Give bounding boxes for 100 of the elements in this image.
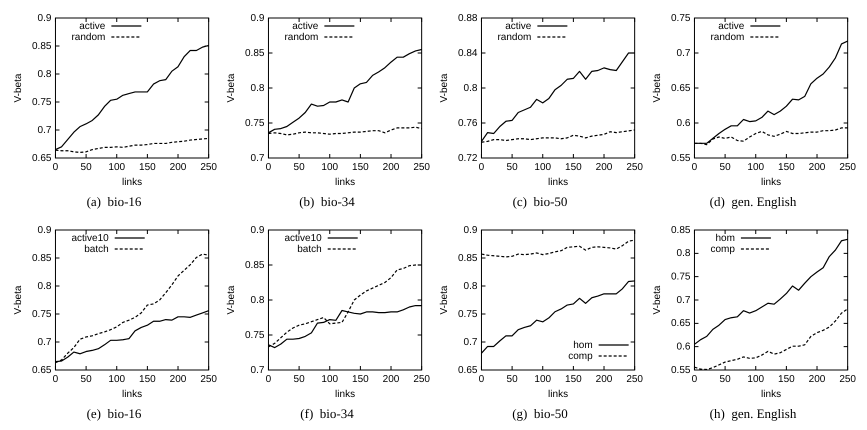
x-tick-label: 50 <box>506 162 518 173</box>
text: (h) gen. English <box>710 406 796 422</box>
x-tick-label: 250 <box>626 162 644 173</box>
x-axis-title: links <box>761 388 782 400</box>
x-tick-label: 0 <box>478 162 485 173</box>
y-tick-label: 0.7 <box>676 294 691 306</box>
y-tick-label: 0.7 <box>676 48 691 59</box>
legend-label: comp <box>710 244 736 255</box>
y-axis-title: V-beta <box>438 285 450 314</box>
x-tick-label: 200 <box>596 162 613 173</box>
y-tick-label: 0.9 <box>464 224 478 236</box>
x-tick-label: 50 <box>720 162 732 173</box>
legend-label: batch <box>84 244 109 255</box>
y-axis-title: V-beta <box>652 73 663 102</box>
y-tick-label: 0.8 <box>38 280 52 292</box>
x-tick-label: 200 <box>170 162 187 173</box>
y-tick-label: 0.7 <box>250 364 265 376</box>
y-axis-title: V-beta <box>226 285 237 314</box>
y-tick-label: 0.85 <box>458 252 478 264</box>
x-axis-title: links <box>335 388 356 400</box>
x-axis-title: links <box>548 176 568 188</box>
legend-label: comp <box>568 350 594 362</box>
y-axis-title: V-beta <box>226 73 237 102</box>
x-axis-title: links <box>122 176 142 188</box>
x-tick-label: 150 <box>565 162 582 173</box>
x-tick-label: 200 <box>808 374 826 385</box>
x-tick-label: 250 <box>413 162 430 173</box>
legend-label: random <box>710 32 744 43</box>
x-tick-label: 200 <box>596 374 613 385</box>
text: (f) bio-34 <box>300 406 354 422</box>
y-axis-title: V-beta <box>652 285 663 314</box>
legend-label: active <box>79 20 106 32</box>
y-tick-label: 0.8 <box>38 68 52 80</box>
x-tick-label: 250 <box>413 374 430 385</box>
y-tick-label: 0.75 <box>32 308 52 320</box>
y-tick-label: 0.9 <box>38 12 52 24</box>
y-tick-label: 0.84 <box>458 48 478 59</box>
text: (e) bio-16 <box>86 406 142 422</box>
y-tick-label: 0.65 <box>670 82 691 94</box>
y-tick-label: 0.8 <box>464 280 478 292</box>
y-tick-label: 0.8 <box>250 82 265 94</box>
x-tick-label: 100 <box>108 162 126 173</box>
x-tick-label: 0 <box>52 162 59 173</box>
x-tick-label: 200 <box>382 162 400 173</box>
y-tick-label: 0.65 <box>670 318 691 330</box>
x-tick-label: 150 <box>139 162 156 173</box>
x-axis-title: links <box>335 176 356 188</box>
legend-label: active10 <box>284 232 322 244</box>
x-tick-label: 150 <box>778 374 796 385</box>
x-tick-label: 200 <box>170 374 187 385</box>
x-tick-label: 100 <box>321 162 339 173</box>
y-tick-label: 0.75 <box>244 330 265 341</box>
x-tick-label: 200 <box>382 374 400 385</box>
x-tick-label: 0 <box>692 374 698 385</box>
legend-label: hom <box>573 340 593 351</box>
x-axis-title: links <box>761 176 782 188</box>
legend-label: batch <box>297 244 322 255</box>
x-tick-label: 50 <box>506 374 518 385</box>
y-tick-label: 0.8 <box>250 294 265 306</box>
text: (c) bio-50 <box>512 194 568 210</box>
x-tick-label: 250 <box>839 162 856 173</box>
x-tick-label: 50 <box>80 374 92 385</box>
legend-label: hom <box>715 232 735 244</box>
y-tick-label: 0.85 <box>670 224 691 236</box>
legend-label: random <box>284 32 318 43</box>
x-tick-label: 250 <box>839 374 856 385</box>
x-tick-label: 50 <box>294 374 306 385</box>
text: (b) bio-34 <box>299 194 355 210</box>
x-tick-label: 50 <box>720 374 732 385</box>
x-tick-label: 150 <box>139 374 156 385</box>
text: (g) bio-50 <box>512 406 568 422</box>
x-tick-label: 100 <box>747 162 765 173</box>
text: (a) bio-16 <box>86 194 142 210</box>
y-tick-label: 0.72 <box>458 152 478 164</box>
y-tick-label: 0.75 <box>244 118 265 129</box>
y-axis-title: V-beta <box>438 73 450 102</box>
legend-label: active <box>718 20 745 32</box>
x-tick-label: 100 <box>534 374 552 385</box>
y-tick-label: 0.75 <box>458 308 478 320</box>
y-axis-title: V-beta <box>12 285 24 314</box>
x-tick-label: 100 <box>747 374 765 385</box>
x-axis-title: links <box>548 388 568 400</box>
legend-label: active <box>292 20 319 32</box>
x-tick-label: 100 <box>108 374 126 385</box>
x-tick-label: 200 <box>808 162 826 173</box>
y-tick-label: 0.75 <box>670 271 691 282</box>
y-tick-label: 0.7 <box>250 152 265 164</box>
x-tick-label: 100 <box>321 374 339 385</box>
x-tick-label: 150 <box>778 162 796 173</box>
x-tick-label: 50 <box>294 162 306 173</box>
y-tick-label: 0.55 <box>670 152 691 164</box>
x-tick-label: 150 <box>352 374 370 385</box>
text: (d) gen. English <box>710 194 796 210</box>
legend-label: active10 <box>71 232 110 244</box>
x-tick-label: 0 <box>478 374 485 385</box>
y-tick-label: 0.76 <box>458 118 478 129</box>
y-tick-label: 0.8 <box>676 248 691 260</box>
x-tick-label: 250 <box>200 374 218 385</box>
y-tick-label: 0.9 <box>250 224 265 236</box>
y-tick-label: 0.9 <box>250 12 265 24</box>
